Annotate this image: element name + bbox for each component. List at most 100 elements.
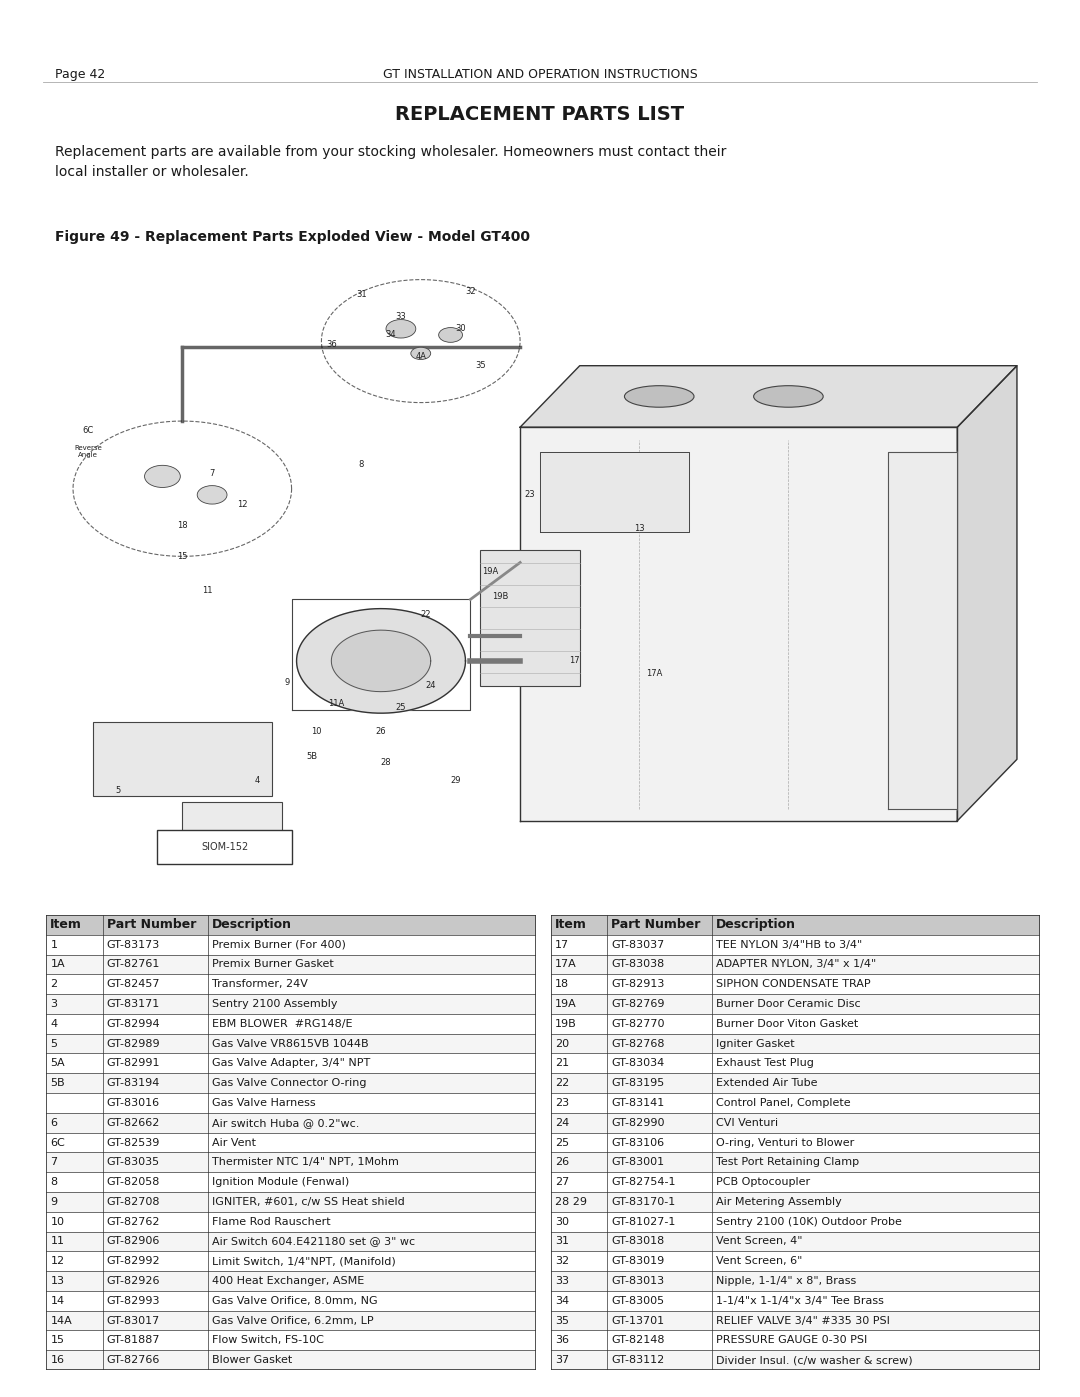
Text: 37: 37 xyxy=(555,1355,569,1365)
Bar xyxy=(551,1172,1040,1192)
Text: 21: 21 xyxy=(555,1059,569,1069)
Polygon shape xyxy=(297,609,465,714)
Text: GT-82708: GT-82708 xyxy=(107,1197,160,1207)
Text: Replacement parts are available from your stocking wholesaler. Homeowners must c: Replacement parts are available from you… xyxy=(55,145,727,179)
Text: GT-82766: GT-82766 xyxy=(107,1355,160,1365)
Polygon shape xyxy=(957,366,1017,821)
Text: GT-83038: GT-83038 xyxy=(611,960,664,970)
Text: Air Vent: Air Vent xyxy=(212,1137,256,1147)
Text: 1: 1 xyxy=(51,940,57,950)
Text: Item: Item xyxy=(51,918,82,932)
Text: GT-83194: GT-83194 xyxy=(107,1078,160,1088)
Text: 26: 26 xyxy=(376,726,387,736)
Text: 19A: 19A xyxy=(555,999,577,1009)
Bar xyxy=(46,1291,536,1310)
Text: 26: 26 xyxy=(555,1157,569,1168)
Text: 27: 27 xyxy=(555,1178,569,1187)
Text: 35: 35 xyxy=(555,1316,569,1326)
Circle shape xyxy=(386,320,416,338)
Text: 5: 5 xyxy=(51,1038,57,1049)
Text: GT-82913: GT-82913 xyxy=(611,979,664,989)
Text: Description: Description xyxy=(716,918,796,932)
Bar xyxy=(46,1271,536,1291)
Text: Transformer, 24V: Transformer, 24V xyxy=(212,979,308,989)
Text: Premix Burner Gasket: Premix Burner Gasket xyxy=(212,960,334,970)
Text: GT-82662: GT-82662 xyxy=(107,1118,160,1127)
Bar xyxy=(551,1014,1040,1034)
Text: GT-83037: GT-83037 xyxy=(611,940,664,950)
Text: GT-82770: GT-82770 xyxy=(611,1018,664,1028)
Text: 36: 36 xyxy=(326,339,337,349)
Text: IGNITER, #601, c/w SS Heat shield: IGNITER, #601, c/w SS Heat shield xyxy=(212,1197,405,1207)
Bar xyxy=(46,954,536,974)
Polygon shape xyxy=(540,451,689,532)
Bar xyxy=(551,1133,1040,1153)
Text: 8: 8 xyxy=(51,1178,57,1187)
Text: CVI Venturi: CVI Venturi xyxy=(716,1118,779,1127)
Text: SIPHON CONDENSATE TRAP: SIPHON CONDENSATE TRAP xyxy=(716,979,870,989)
Text: PCB Optocoupler: PCB Optocoupler xyxy=(716,1178,810,1187)
Text: 17: 17 xyxy=(569,657,580,665)
Bar xyxy=(46,915,536,935)
Text: Burner Door Ceramic Disc: Burner Door Ceramic Disc xyxy=(716,999,861,1009)
Bar xyxy=(551,1232,1040,1252)
Text: 23: 23 xyxy=(525,490,536,499)
Text: 5B: 5B xyxy=(306,752,318,761)
Text: 14A: 14A xyxy=(51,1316,72,1326)
Text: 33: 33 xyxy=(555,1275,569,1287)
Text: Vent Screen, 4": Vent Screen, 4" xyxy=(716,1236,802,1246)
Text: Figure 49 - Replacement Parts Exploded View - Model GT400: Figure 49 - Replacement Parts Exploded V… xyxy=(55,231,530,244)
Text: Nipple, 1-1/4" x 8", Brass: Nipple, 1-1/4" x 8", Brass xyxy=(716,1275,856,1287)
Text: 14: 14 xyxy=(51,1296,65,1306)
Bar xyxy=(93,722,272,796)
Text: 6C: 6C xyxy=(51,1137,65,1147)
Bar xyxy=(46,1232,536,1252)
Bar xyxy=(46,1034,536,1053)
Text: GT-82768: GT-82768 xyxy=(611,1038,664,1049)
Text: 13: 13 xyxy=(634,524,645,534)
Text: GT-83112: GT-83112 xyxy=(611,1355,664,1365)
Text: PRESSURE GAUGE 0-30 PSI: PRESSURE GAUGE 0-30 PSI xyxy=(716,1336,867,1345)
Text: 19B: 19B xyxy=(555,1018,577,1028)
Bar xyxy=(46,1153,536,1172)
Bar xyxy=(46,1330,536,1351)
Circle shape xyxy=(198,486,227,504)
Text: 7: 7 xyxy=(210,469,215,478)
Text: Gas Valve Harness: Gas Valve Harness xyxy=(212,1098,315,1108)
Text: 4: 4 xyxy=(51,1018,57,1028)
Text: 23: 23 xyxy=(555,1098,569,1108)
Text: Limit Switch, 1/4"NPT, (Manifold): Limit Switch, 1/4"NPT, (Manifold) xyxy=(212,1256,395,1266)
Ellipse shape xyxy=(754,386,823,407)
Bar xyxy=(551,1351,1040,1370)
Text: 30: 30 xyxy=(455,324,465,334)
Text: Air Metering Assembly: Air Metering Assembly xyxy=(716,1197,842,1207)
Text: GT-83141: GT-83141 xyxy=(611,1098,664,1108)
Text: GT-82058: GT-82058 xyxy=(107,1178,160,1187)
Text: Air Switch 604.E421180 set @ 3" wc: Air Switch 604.E421180 set @ 3" wc xyxy=(212,1236,415,1246)
Text: GT-82457: GT-82457 xyxy=(107,979,160,989)
Text: Exhaust Test Plug: Exhaust Test Plug xyxy=(716,1059,814,1069)
Text: 34: 34 xyxy=(386,331,396,339)
Text: 1-1/4"x 1-1/4"x 3/4" Tee Brass: 1-1/4"x 1-1/4"x 3/4" Tee Brass xyxy=(716,1296,885,1306)
Bar xyxy=(551,1034,1040,1053)
Text: 11: 11 xyxy=(202,585,213,595)
Text: Reverse
Angle: Reverse Angle xyxy=(75,446,102,458)
Text: GT-82926: GT-82926 xyxy=(107,1275,160,1287)
Text: O-ring, Venturi to Blower: O-ring, Venturi to Blower xyxy=(716,1137,854,1147)
Text: 24: 24 xyxy=(426,680,436,690)
Text: GT-83017: GT-83017 xyxy=(107,1316,160,1326)
Text: ADAPTER NYLON, 3/4" x 1/4": ADAPTER NYLON, 3/4" x 1/4" xyxy=(716,960,876,970)
Bar xyxy=(46,1351,536,1370)
Text: 25: 25 xyxy=(555,1137,569,1147)
Text: 4: 4 xyxy=(254,777,259,785)
Bar xyxy=(551,1053,1040,1073)
Text: 20: 20 xyxy=(555,1038,569,1049)
Text: 7: 7 xyxy=(51,1157,57,1168)
Text: Premix Burner (For 400): Premix Burner (For 400) xyxy=(212,940,346,950)
Bar xyxy=(551,974,1040,995)
Text: GT-82994: GT-82994 xyxy=(107,1018,160,1028)
Bar xyxy=(46,1133,536,1153)
Circle shape xyxy=(438,327,462,342)
Text: GT-83035: GT-83035 xyxy=(107,1157,160,1168)
Bar xyxy=(46,1053,536,1073)
